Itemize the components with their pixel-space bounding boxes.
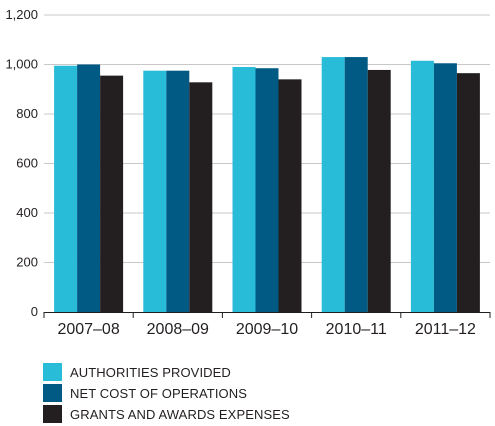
bar-grants-and-awards-expenses-2011-12 xyxy=(456,73,480,312)
legend-item-net-cost-of-operations: NET COST OF OPERATIONS xyxy=(43,383,483,403)
legend-label-authorities-provided: AUTHORITIES PROVIDED xyxy=(70,364,231,380)
bar-grants-and-awards-expenses-2009-10 xyxy=(278,79,302,312)
y-tick-label: 0 xyxy=(31,304,38,319)
bar-authorities-provided-2010-11 xyxy=(321,57,345,313)
bar-grants-and-awards-expenses-2010-11 xyxy=(367,69,391,312)
legend: AUTHORITIES PROVIDED NET COST OF OPERATI… xyxy=(43,362,483,425)
bar-grants-and-awards-expenses-2007-08 xyxy=(100,75,124,312)
x-tick-label-2007-08: 2007–08 xyxy=(57,321,119,338)
bar-net-cost-of-operations-2010-11 xyxy=(344,57,368,313)
bars xyxy=(54,57,480,313)
bar-net-cost-of-operations-2011-12 xyxy=(433,63,457,313)
bar-net-cost-of-operations-2009-10 xyxy=(255,68,279,313)
y-tick-label: 200 xyxy=(16,255,38,270)
legend-swatch-authorities-provided xyxy=(43,363,62,381)
bar-authorities-provided-2007-08 xyxy=(54,65,78,312)
legend-label-net-cost-of-operations: NET COST OF OPERATIONS xyxy=(70,385,248,401)
y-axis-ticks: 0 200 400 600 800 1,000 1,200 xyxy=(5,7,38,319)
y-tick-label: 600 xyxy=(16,156,38,171)
bar-net-cost-of-operations-2007-08 xyxy=(77,64,101,312)
legend-item-grants-and-awards-expenses: GRANTS AND AWARDS EXPENSES xyxy=(43,404,483,424)
bar-authorities-provided-2009-10 xyxy=(232,66,256,312)
legend-item-authorities-provided: AUTHORITIES PROVIDED xyxy=(43,362,483,382)
bar-net-cost-of-operations-2008-09 xyxy=(166,70,190,312)
x-tick-label-2010-11: 2010–11 xyxy=(326,321,387,338)
y-tick-label: 1,200 xyxy=(5,7,38,22)
x-axis xyxy=(43,312,491,318)
y-tick-label: 1,000 xyxy=(5,57,38,72)
bar-authorities-provided-2011-12 xyxy=(410,60,434,312)
legend-swatch-grants-and-awards-expenses xyxy=(43,405,62,423)
y-tick-label: 800 xyxy=(16,106,38,121)
x-axis-labels: 2007–08 2008–09 2009–10 2010–11 2011–12 xyxy=(57,321,476,338)
legend-swatch-net-cost-of-operations xyxy=(43,384,62,402)
x-tick-label-2009-10: 2009–10 xyxy=(236,321,298,338)
x-tick-label-2011-12: 2011–12 xyxy=(415,321,476,338)
bar-authorities-provided-2008-09 xyxy=(143,70,167,312)
y-tick-label: 400 xyxy=(16,205,38,220)
bar-grants-and-awards-expenses-2008-09 xyxy=(189,82,213,312)
legend-label-grants-and-awards-expenses: GRANTS AND AWARDS EXPENSES xyxy=(70,406,290,422)
x-tick-label-2008-09: 2008–09 xyxy=(147,321,209,338)
